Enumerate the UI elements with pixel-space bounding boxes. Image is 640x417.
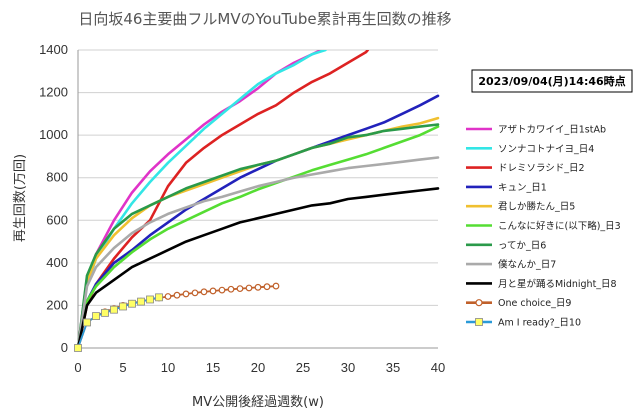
legend-label: キュン_日1 (498, 182, 547, 193)
legend-marker (475, 299, 483, 307)
series-5 (76, 125, 440, 350)
series-10 (74, 293, 163, 352)
date-box: 2023/09/04(月)14:46時点 (471, 69, 633, 93)
x-tick-label: 30 (341, 360, 355, 375)
y-tick-label: 600 (46, 212, 68, 227)
data-point (83, 318, 91, 327)
x-tick-label: 0 (74, 360, 81, 375)
data-point (245, 284, 253, 292)
x-tick-label: 10 (161, 360, 175, 375)
legend-label: 君しか勝たん_日5 (498, 201, 575, 213)
series-2 (76, 50, 370, 350)
x-tick-label: 40 (431, 360, 445, 375)
data-point (155, 293, 163, 302)
data-point (191, 289, 199, 297)
series-line (77, 296, 160, 349)
series-0 (76, 50, 323, 350)
y-tick-label: 1400 (39, 42, 68, 57)
legend-label: One choice_日9 (498, 298, 571, 309)
data-point (254, 283, 262, 291)
data-point (164, 293, 172, 300)
x-axis-label: MV公開後経過週数(w) (192, 395, 324, 410)
legend-item: One choice_日9 (466, 298, 571, 309)
y-tick-label: 1200 (39, 85, 68, 100)
x-tick-label: 15 (206, 360, 220, 375)
legend: アザトカワイイ_日1stAb ソンナコトナイヨ_日4 ドレミソラシド_日2 キュン_日… (466, 125, 621, 329)
data-point (263, 283, 271, 291)
date-box-frame (471, 69, 633, 93)
series-lines (74, 50, 440, 352)
x-tick-label: 5 (119, 360, 126, 375)
legend-label: Am I ready?_日10 (498, 318, 581, 329)
legend-item: Am I ready?_日10 (466, 318, 581, 329)
y-tick-label: 800 (46, 170, 68, 185)
y-tick-label: 1000 (39, 127, 68, 142)
data-point (101, 308, 109, 317)
legend-label: アザトカワイイ_日1stAb (498, 125, 606, 136)
series-9 (74, 282, 280, 352)
legend-label: こんなに好きに(以下略)_日3 (498, 220, 621, 232)
data-point (137, 297, 145, 306)
legend-label: ドレミソラシド_日2 (498, 163, 585, 174)
data-point (74, 344, 82, 352)
x-tick-label: 25 (296, 360, 310, 375)
legend-label: ソンナコトナイヨ_日4 (498, 144, 594, 155)
legend-item: 月と星が踊るMidnight_日8 (466, 278, 617, 290)
legend-item: ってか_日6 (466, 240, 546, 251)
date-label: 2023/09/04(月)14:46時点 (478, 74, 625, 88)
legend-item: 僕なんか_日7 (466, 259, 556, 271)
series-line (76, 125, 440, 350)
series-6 (76, 123, 440, 350)
legend-label: 月と星が踊るMidnight_日8 (498, 278, 617, 290)
legend-item: ソンナコトナイヨ_日4 (466, 144, 594, 155)
data-point (227, 285, 235, 293)
series-line (76, 50, 370, 350)
legend-item: キュン_日1 (466, 182, 547, 193)
data-point (236, 285, 244, 293)
data-point (209, 287, 217, 295)
series-line (76, 187, 440, 350)
legend-item: ドレミソラシド_日2 (466, 163, 585, 174)
y-tick-label: 200 (46, 297, 68, 312)
data-point (182, 290, 190, 298)
axes (77, 50, 438, 349)
series-line (76, 50, 323, 350)
legend-marker (475, 318, 483, 326)
series-8 (76, 187, 440, 350)
series-line (76, 123, 440, 350)
y-tick-label: 0 (61, 340, 68, 355)
tick-labels: 0 200 400 600 800 1000 1200 1400 0 5 10 15 20 25 30 35 4… (39, 42, 445, 375)
data-point (173, 291, 181, 299)
data-point (218, 286, 226, 294)
data-point (146, 295, 154, 304)
x-tick-label: 35 (386, 360, 400, 375)
data-point (200, 288, 208, 296)
x-tick-label: 20 (251, 360, 265, 375)
data-point (128, 299, 136, 308)
y-tick-label: 400 (46, 255, 68, 270)
series-3 (76, 94, 440, 350)
data-point (92, 312, 100, 320)
chart-title: 日向坂46主要曲フルMVのYouTube累計再生回数の推移 (78, 10, 451, 28)
legend-item: 君しか勝たん_日5 (466, 201, 575, 213)
legend-item: こんなに好きに(以下略)_日3 (466, 220, 621, 232)
legend-label: ってか_日6 (498, 240, 546, 251)
data-point (272, 282, 280, 290)
y-axis-label: 再生回数(万回) (13, 154, 28, 242)
series-line (76, 156, 440, 350)
series-7 (76, 156, 440, 350)
data-point (119, 302, 127, 311)
series-line (76, 94, 440, 350)
legend-item: アザトカワイイ_日1stAb (466, 125, 606, 136)
data-point (110, 305, 118, 314)
legend-label: 僕なんか_日7 (498, 259, 556, 271)
